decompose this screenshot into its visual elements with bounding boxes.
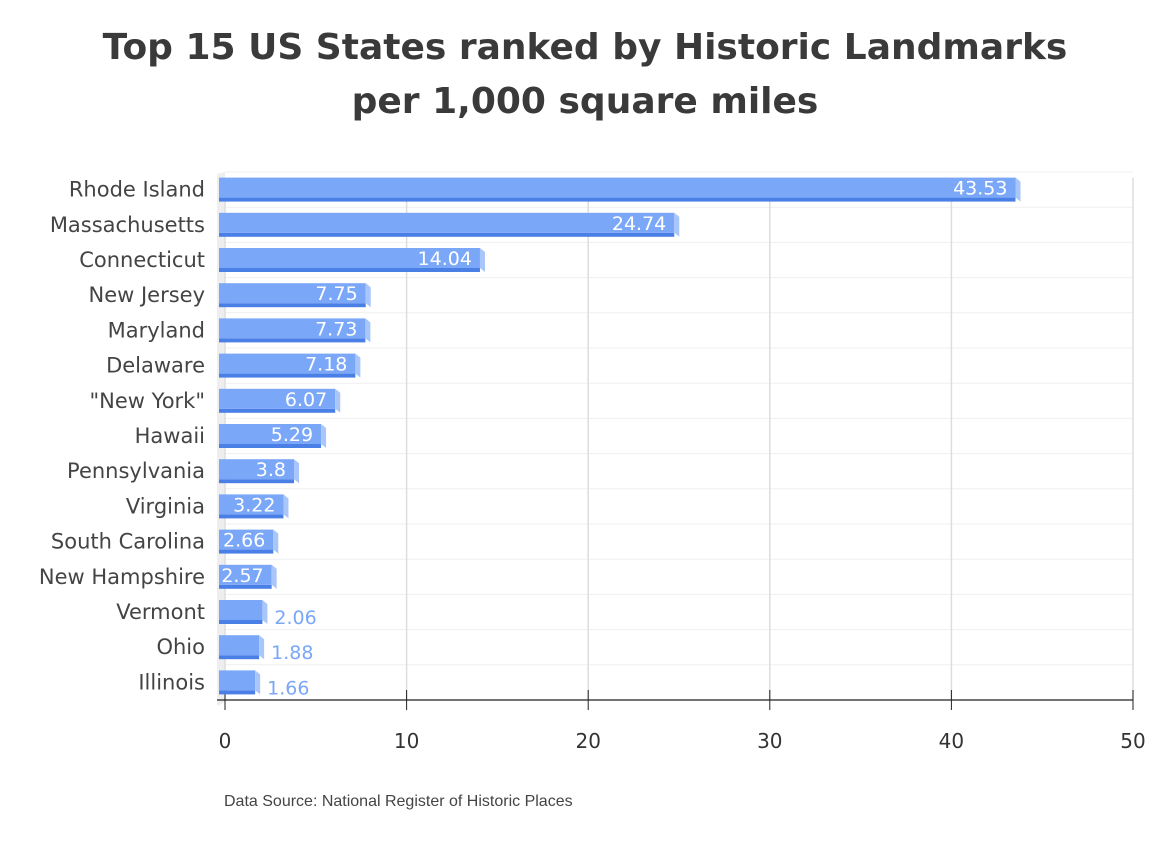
bar-value-label: 5.29 — [271, 424, 313, 446]
category-label: Ohio — [156, 635, 205, 659]
bar-bottom-face — [219, 620, 263, 624]
category-label: New Hampshire — [39, 565, 205, 589]
bar-value-label: 1.88 — [271, 642, 313, 664]
bar — [219, 212, 675, 233]
x-tick-label: 0 — [219, 729, 232, 753]
bar-value-label: 7.18 — [305, 354, 347, 376]
bar-value-label: 2.57 — [221, 565, 263, 587]
bar-end-face — [1015, 177, 1021, 202]
bar-value-label: 7.75 — [315, 283, 357, 305]
bar — [219, 248, 480, 268]
category-label: Virginia — [126, 494, 205, 518]
bar-value-label: 3.8 — [256, 459, 286, 481]
bar-bottom-face — [219, 514, 284, 519]
x-tick-label: 40 — [939, 729, 964, 753]
category-label: Vermont — [116, 600, 205, 624]
bar-end-face — [355, 353, 361, 378]
bar-end-face — [255, 670, 261, 695]
bar-end-face — [259, 635, 265, 660]
bar-bottom-face — [219, 444, 322, 448]
category-label: Illinois — [138, 670, 205, 694]
bar-value-label: 6.07 — [285, 389, 327, 411]
category-label: "New York" — [90, 389, 205, 413]
x-tick-label: 20 — [575, 729, 600, 753]
bar-bottom-face — [219, 549, 274, 554]
bar-bottom-face — [219, 338, 366, 343]
bar-end-face — [674, 212, 680, 237]
bar-bottom-face — [219, 373, 356, 378]
bar-end-face — [294, 459, 300, 484]
bar — [219, 564, 272, 585]
category-label: Massachusetts — [50, 213, 205, 237]
bar-value-label: 7.73 — [315, 318, 357, 340]
bar-end-face — [365, 318, 371, 343]
bar-bottom-face — [219, 655, 260, 660]
bar-bottom-face — [219, 690, 256, 695]
bar — [219, 529, 274, 550]
bar — [219, 670, 256, 691]
bar — [219, 388, 336, 409]
data-source-note: Data Source: National Register of Histor… — [224, 793, 573, 810]
bar — [219, 494, 284, 515]
category-label: Pennsylvania — [67, 459, 205, 483]
category-label: Hawaii — [135, 424, 205, 448]
bar-value-label: 3.22 — [233, 494, 275, 516]
bar — [219, 600, 263, 620]
bar-value-label: 14.04 — [418, 248, 472, 270]
bar-value-label: 24.74 — [612, 213, 666, 235]
bar — [219, 424, 322, 444]
category-label: Connecticut — [79, 248, 205, 272]
category-label: Delaware — [106, 354, 205, 378]
bar-value-label: 2.66 — [223, 530, 265, 552]
bar-bottom-face — [219, 197, 1016, 202]
bar — [219, 283, 366, 304]
category-label: South Carolina — [51, 530, 205, 554]
bar — [219, 635, 260, 656]
x-tick-label: 30 — [757, 729, 782, 753]
bar-bottom-face — [219, 408, 336, 413]
bar-value-label: 1.66 — [267, 677, 309, 699]
x-tick-label: 50 — [1120, 729, 1145, 753]
bar-end-face — [271, 564, 277, 589]
bar-value-label: 2.06 — [274, 607, 316, 629]
bar — [219, 318, 366, 339]
bar-bottom-face — [219, 268, 480, 272]
category-label: Rhode Island — [69, 178, 205, 202]
bar-end-face — [262, 600, 268, 624]
bar — [219, 459, 295, 480]
bar-end-face — [283, 494, 289, 519]
bar-bottom-face — [219, 584, 272, 589]
bar-bottom-face — [219, 479, 295, 484]
bar — [219, 177, 1016, 198]
bar-value-label: 43.53 — [953, 178, 1007, 200]
chart-title-line-2: per 1,000 square miles — [351, 81, 819, 122]
bar-end-face — [479, 248, 485, 272]
category-label: New Jersey — [88, 283, 205, 307]
category-label: Maryland — [108, 318, 205, 342]
chart-title-line-1: Top 15 US States ranked by Historic Land… — [102, 27, 1068, 68]
x-tick-label: 10 — [394, 729, 419, 753]
bar-bottom-face — [219, 232, 675, 237]
bar-bottom-face — [219, 303, 366, 308]
bar-end-face — [273, 529, 279, 554]
bar — [219, 353, 356, 374]
bar-end-face — [365, 283, 371, 308]
bar-end-face — [335, 388, 341, 413]
bar-end-face — [321, 424, 327, 448]
